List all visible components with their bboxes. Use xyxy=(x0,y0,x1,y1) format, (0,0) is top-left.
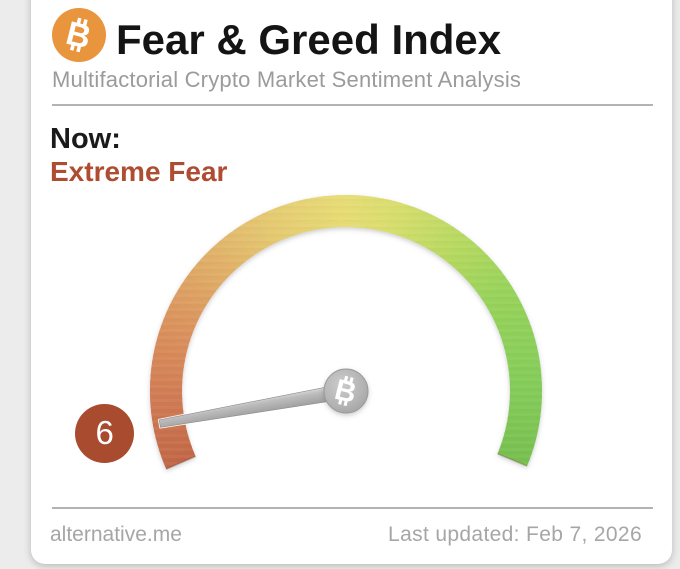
footer-divider xyxy=(52,507,653,509)
now-label: Now: xyxy=(50,123,121,155)
last-updated-label: Last updated: Feb 7, 2026 xyxy=(388,523,642,546)
widget-title: Fear & Greed Index xyxy=(116,16,502,63)
sentiment-classification: Extreme Fear xyxy=(50,156,228,187)
bitcoin-icon xyxy=(52,8,106,62)
header-divider xyxy=(52,104,653,106)
source-link[interactable]: alternative.me xyxy=(50,523,182,546)
gauge-value-badge: 6 xyxy=(75,403,135,463)
gauge-value: 6 xyxy=(95,413,114,451)
fear-greed-widget-card: Fear & Greed Index Multifactorial Crypto… xyxy=(31,0,672,564)
widget-subtitle: Multifactorial Crypto Market Sentiment A… xyxy=(52,67,522,92)
